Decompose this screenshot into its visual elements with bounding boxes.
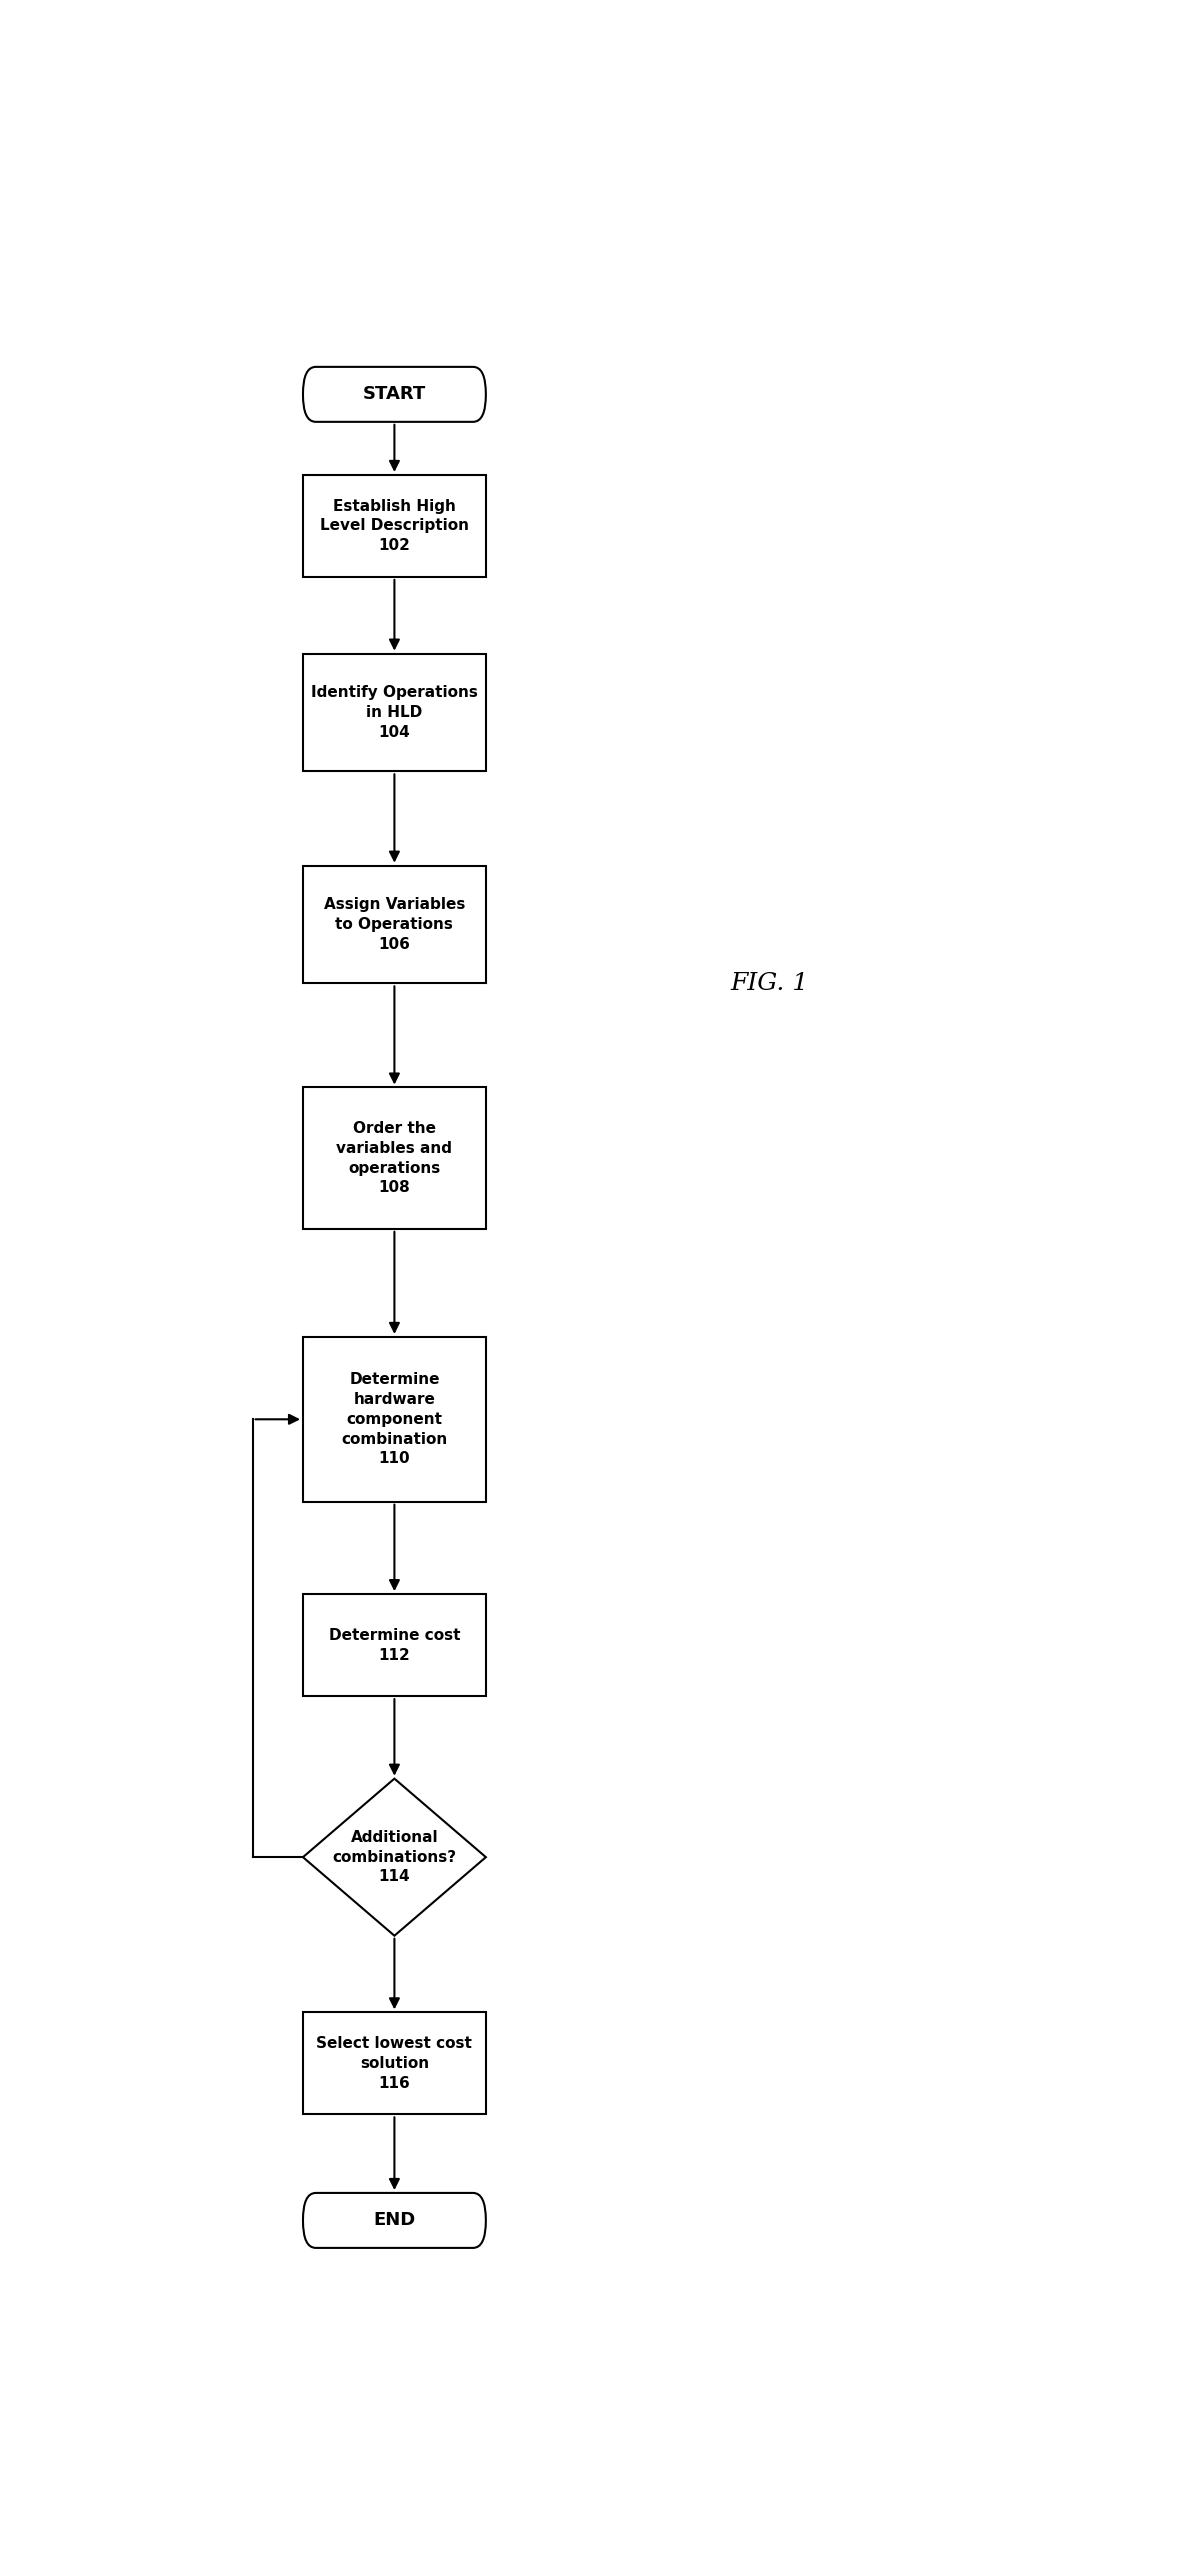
Text: Identify Operations
in HLD
104: Identify Operations in HLD 104	[312, 686, 478, 740]
Text: END: END	[373, 2211, 415, 2229]
Text: Assign Variables
to Operations
106: Assign Variables to Operations 106	[323, 898, 465, 951]
Text: Determine cost
112: Determine cost 112	[329, 1627, 460, 1663]
Text: Establish High
Level Description
102: Establish High Level Description 102	[320, 500, 468, 553]
Text: Order the
variables and
operations
108: Order the variables and operations 108	[336, 1122, 452, 1196]
Bar	[303, 474, 486, 576]
Text: FIG. 1: FIG. 1	[730, 972, 808, 995]
Text: Determine
hardware
component
combination
110: Determine hardware component combination…	[341, 1372, 447, 1466]
Bar	[303, 1336, 486, 1502]
Bar	[303, 1594, 486, 1696]
Bar	[303, 1086, 486, 1229]
FancyBboxPatch shape	[303, 367, 486, 421]
Bar	[303, 864, 486, 984]
Polygon shape	[303, 1780, 486, 1935]
Bar	[303, 653, 486, 770]
Text: Select lowest cost
solution
116: Select lowest cost solution 116	[316, 2035, 472, 2091]
Text: Additional
combinations?
114: Additional combinations? 114	[333, 1831, 457, 1884]
Text: START: START	[362, 385, 426, 403]
Bar	[303, 2012, 486, 2114]
FancyBboxPatch shape	[303, 2193, 486, 2249]
